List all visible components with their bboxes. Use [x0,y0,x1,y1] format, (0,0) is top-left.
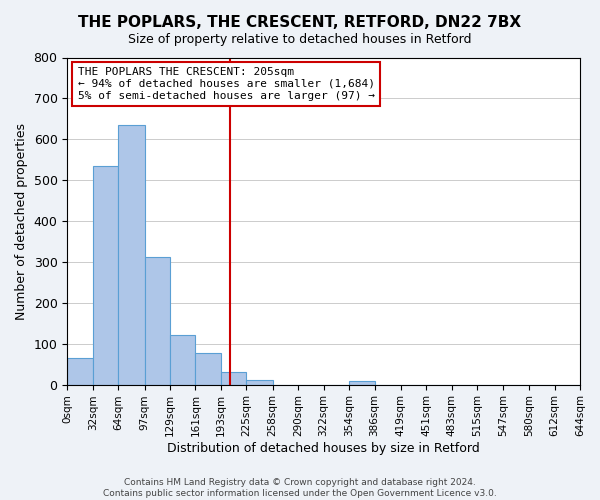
Text: THE POPLARS THE CRESCENT: 205sqm
← 94% of detached houses are smaller (1,684)
5%: THE POPLARS THE CRESCENT: 205sqm ← 94% o… [77,68,374,100]
X-axis label: Distribution of detached houses by size in Retford: Distribution of detached houses by size … [167,442,480,455]
Text: Contains HM Land Registry data © Crown copyright and database right 2024.
Contai: Contains HM Land Registry data © Crown c… [103,478,497,498]
Bar [93,166,118,384]
Bar [247,380,272,384]
Bar [349,382,374,384]
Bar [118,125,145,384]
Y-axis label: Number of detached properties: Number of detached properties [15,122,28,320]
Text: THE POPLARS, THE CRESCENT, RETFORD, DN22 7BX: THE POPLARS, THE CRESCENT, RETFORD, DN22… [79,15,521,30]
Bar [145,257,170,384]
Bar [67,358,93,384]
Bar [196,352,221,384]
Bar [221,372,247,384]
Text: Size of property relative to detached houses in Retford: Size of property relative to detached ho… [128,32,472,46]
Bar [170,334,196,384]
